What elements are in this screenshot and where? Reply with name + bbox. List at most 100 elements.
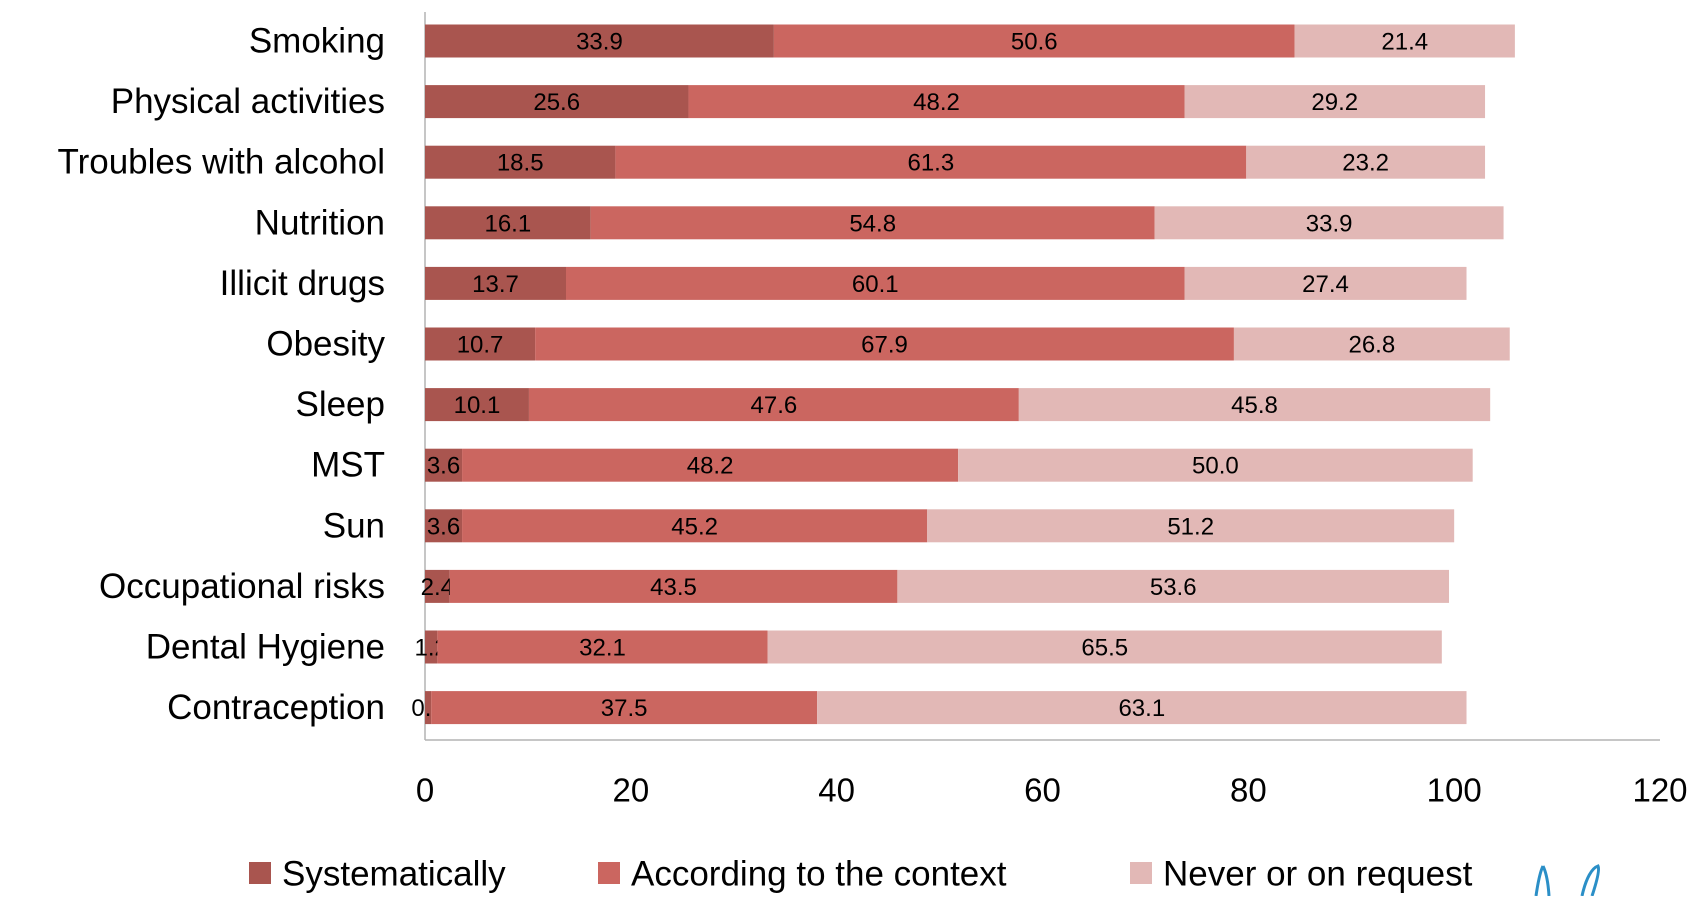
x-tick-label: 100: [1427, 772, 1482, 809]
bar-segment: [535, 327, 1234, 361]
data-label: 3.6: [427, 453, 460, 480]
category-label: Physical activities: [111, 82, 385, 121]
data-label: 18.5: [497, 150, 544, 177]
bar-segment: [590, 206, 1155, 240]
data-label: 25.6: [533, 89, 580, 116]
bar-segment: [528, 388, 1019, 422]
category-label: Contraception: [167, 688, 385, 727]
bar-segment: [425, 266, 566, 300]
data-label: 67.9: [861, 332, 908, 359]
bar-segment: [437, 630, 768, 664]
data-label: 63.1: [1118, 695, 1165, 722]
bar-segment: [927, 509, 1455, 543]
bar-segment: [565, 266, 1185, 300]
bar-segment: [425, 327, 536, 361]
data-label: 50.0: [1192, 453, 1239, 480]
bar-segment: [449, 569, 898, 603]
category-label: Obesity: [266, 325, 385, 364]
data-label: 37.5: [601, 695, 648, 722]
data-label: 43.5: [650, 574, 697, 601]
bar-segment: [1018, 388, 1491, 422]
legend-swatch: [1130, 862, 1152, 884]
bar-segment: [425, 24, 774, 58]
data-label: 54.8: [849, 210, 896, 237]
bar-segment: [431, 691, 818, 725]
x-tick-label: 60: [1024, 772, 1061, 809]
data-label: 48.2: [687, 453, 734, 480]
data-label: 10.7: [457, 332, 504, 359]
bar-segment: [425, 691, 432, 725]
data-label: 65.5: [1081, 635, 1128, 662]
data-label: 33.9: [576, 29, 623, 56]
x-tick-label: 0: [416, 772, 434, 809]
bar-segment: [425, 85, 689, 119]
logo-scribble-2: [1580, 864, 1600, 897]
bar-segment: [425, 630, 438, 664]
data-label: 10.1: [454, 392, 501, 419]
bar-segment: [958, 448, 1473, 482]
category-label: Nutrition: [255, 203, 385, 242]
bar-segment: [425, 388, 529, 422]
category-label: Occupational risks: [99, 567, 385, 606]
category-label: Smoking: [249, 22, 385, 61]
x-axis-ticks: 0 20 40 60 80 100 120: [416, 772, 1688, 809]
data-label: 13.7: [472, 271, 519, 298]
data-label: 23.2: [1342, 150, 1389, 177]
bar-segment: [817, 691, 1467, 725]
x-tick-label: 120: [1632, 772, 1687, 809]
bar-segment: [425, 206, 591, 240]
bar-segment: [615, 145, 1247, 179]
category-label: Troubles with alcohol: [58, 143, 385, 182]
data-label: 16.1: [484, 210, 531, 237]
category-labels: Smoking Physical activities Troubles with …: [58, 22, 386, 728]
category-label: Illicit drugs: [220, 264, 385, 303]
category-label: Dental Hygiene: [146, 628, 385, 667]
data-label: 50.6: [1011, 29, 1058, 56]
data-label: 51.2: [1167, 513, 1214, 540]
bar-segment: [425, 145, 616, 179]
logo-mark: [1534, 864, 1600, 897]
data-label: 32.1: [579, 635, 626, 662]
bar-segment: [462, 509, 928, 543]
data-label: 53.6: [1150, 574, 1197, 601]
data-label: 47.6: [751, 392, 798, 419]
bar-segment: [1184, 266, 1467, 300]
bar-segment: [425, 509, 463, 543]
data-label: 21.4: [1381, 29, 1428, 56]
category-label: Sun: [323, 506, 385, 545]
category-label: Sleep: [295, 385, 385, 424]
bar-segment: [767, 630, 1442, 664]
legend-swatch: [598, 862, 620, 884]
data-label: 2.4: [421, 574, 454, 601]
legend-label: Never or on request: [1163, 855, 1473, 894]
bar-segment: [425, 448, 463, 482]
plot-area: 33.9 50.6 21.4 25.6 48.2 29.2 18.5 61.3 23.2 16.1…: [411, 24, 1515, 725]
data-label: 29.2: [1311, 89, 1358, 116]
logo-scribble-1: [1534, 865, 1551, 897]
legend-swatch: [249, 862, 271, 884]
data-label: 60.1: [852, 271, 899, 298]
data-label: 27.4: [1302, 271, 1349, 298]
bar-segment: [1184, 85, 1486, 119]
bar-segment: [1294, 24, 1515, 58]
data-label: 26.8: [1348, 332, 1395, 359]
bar-segment: [425, 569, 450, 603]
legend: Systematically According to the context Ne…: [249, 855, 1473, 894]
bar-segment: [1246, 145, 1486, 179]
data-label: 48.2: [913, 89, 960, 116]
data-label: 45.2: [671, 513, 718, 540]
bar-segment: [897, 569, 1450, 603]
legend-label: According to the context: [631, 855, 1007, 894]
x-tick-label: 40: [818, 772, 855, 809]
bar-segment: [773, 24, 1295, 58]
bar-segment: [688, 85, 1185, 119]
bar-segment: [462, 448, 959, 482]
bar-segment: [1233, 327, 1510, 361]
bar-segment: [1154, 206, 1504, 240]
axes: [424, 12, 1660, 741]
legend-label: Systematically: [282, 855, 506, 894]
data-label: 33.9: [1306, 210, 1353, 237]
data-label: 61.3: [907, 150, 954, 177]
